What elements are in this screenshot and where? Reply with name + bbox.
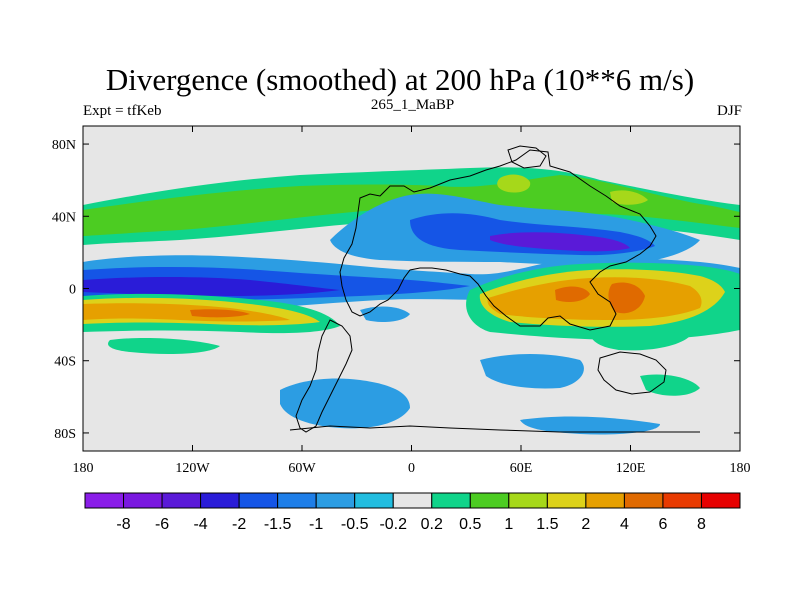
- colorbar-swatch: [161, 492, 202, 509]
- y-tick-label: 80N: [52, 138, 76, 153]
- x-tick-label: 120E: [616, 461, 646, 476]
- y-tick-label: 0: [69, 283, 76, 298]
- south-blue-patch-3: [520, 416, 660, 435]
- colorbar-tick-label: 0.5: [459, 516, 481, 533]
- africa-eurasia-outline: [339, 149, 657, 331]
- y-tick-label: 80S: [54, 427, 76, 442]
- tropical-navy-belt: [83, 277, 340, 296]
- colorbar-tick-label: -6: [155, 516, 169, 533]
- south-blue-patch-2: [480, 354, 584, 389]
- south-green-patch-1: [108, 338, 220, 354]
- northern-yellow-patch-2: [610, 190, 648, 205]
- colorbar-tick-label: -1: [309, 516, 323, 533]
- axis-ticks: 180 120W 60W 0 60E 120E 180 80N 40N 0 40S 80S: [52, 126, 751, 476]
- east-red-patch-2: [608, 282, 645, 314]
- colorbar-swatch: [354, 492, 394, 509]
- southern-red-patch: [190, 309, 250, 318]
- colorbar-swatch: [238, 492, 279, 509]
- chart-title: Divergence (smoothed) at 200 hPa (10**6 …: [105, 62, 695, 97]
- south-america-outline: [295, 319, 353, 433]
- y-tick-label: 40S: [54, 355, 76, 370]
- south-green-patch-3: [640, 374, 700, 396]
- colorbar-swatch: [123, 492, 163, 509]
- colorbar-tick-label: -4: [193, 516, 207, 533]
- field-layer: [83, 126, 740, 451]
- colorbar-tick-label: -0.2: [379, 516, 407, 533]
- x-tick-label: 120W: [175, 461, 210, 476]
- colorbar-tick-label: 6: [658, 516, 667, 533]
- colorbar-tick-label: 2: [581, 516, 590, 533]
- colorbar-swatch: [700, 492, 741, 509]
- run-label: 265_1_MaBP: [370, 97, 455, 113]
- colorbar-swatch: [277, 492, 317, 509]
- colorbar-tick-label: -1.5: [264, 516, 292, 533]
- asia-purple-core: [490, 232, 630, 252]
- colorbar-tick-label: 8: [697, 516, 706, 533]
- colorbar-tick-label: 0.2: [421, 516, 443, 533]
- x-tick-label: 0: [408, 461, 415, 476]
- colorbar-tick-label: 1.5: [536, 516, 558, 533]
- experiment-label: Expt = tfKeb: [83, 103, 162, 119]
- northern-yellow-patch: [497, 174, 531, 193]
- x-tick-label: 180: [73, 461, 94, 476]
- colorbar-swatch: [392, 492, 433, 509]
- colorbar-tick-label: -0.5: [341, 516, 369, 533]
- south-blue-patch-1: [280, 378, 410, 429]
- east-orange-region: [487, 277, 702, 320]
- colorbar-tick-label: -8: [116, 516, 130, 533]
- x-tick-label: 60E: [510, 461, 533, 476]
- colorbar-tick-label: -2: [232, 516, 246, 533]
- colorbar-swatch: [623, 492, 664, 509]
- colorbar-swatch: [315, 492, 356, 509]
- south-green-patch-2: [589, 328, 690, 351]
- east-red-patch-1: [555, 286, 590, 302]
- colorbar-tick-label: 1: [504, 516, 513, 533]
- x-tick-label: 60W: [288, 461, 316, 476]
- colorbar-swatch: [469, 492, 510, 509]
- colorbar-swatch: [200, 492, 240, 509]
- colorbar-tick-label: 4: [620, 516, 629, 533]
- southern-orange-belt: [83, 303, 290, 322]
- colorbar-swatch: [546, 492, 587, 509]
- greenland-outline: [507, 145, 547, 169]
- colorbar-swatch: [662, 492, 702, 509]
- colorbar-swatch: [585, 492, 625, 509]
- colorbar-swatch: [508, 492, 548, 509]
- colorbar: -8 -6 -4 -2 -1.5 -1 -0.5 -0.2 0.2 0.5 1 1.5 2 4 6 8: [84, 492, 741, 533]
- coastlines: [289, 145, 700, 433]
- antarctica-outline: [289, 425, 700, 433]
- season-label: DJF: [716, 103, 742, 119]
- colorbar-swatch: [431, 492, 471, 509]
- colorbar-swatch: [84, 492, 125, 509]
- y-tick-label: 40N: [52, 210, 76, 225]
- australia-outline: [597, 351, 667, 395]
- x-tick-label: 180: [730, 461, 751, 476]
